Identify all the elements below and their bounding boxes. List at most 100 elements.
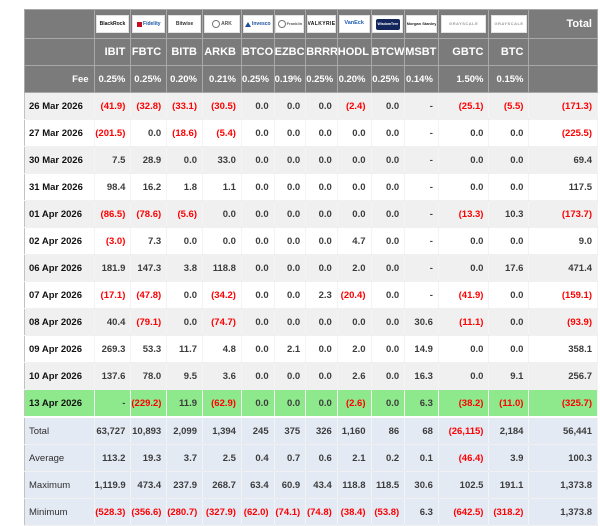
value-cell: 118.8 [337,471,372,499]
wisdomtree-logo-text: WisdomTree [377,22,399,26]
value-cell: 4.7 [337,227,372,255]
date-row: 01 Apr 2026 (86.5) (78.6) (5.6) 0.0 0.0 0.0 0.0… [24,200,598,228]
value-cell: (34.2) [202,281,242,309]
value-cell: 0.0 [166,146,203,174]
ticker-cell: IBIT [93,38,132,66]
value-cell: 0.0 [371,146,406,174]
value-cell: 0.0 [130,119,168,147]
invesco-logo: Invesco [242,15,273,33]
date-row: 08 Apr 2026 40.4 (79.1) 0.0 (74.7) 0.0 0.0 0.0 0… [24,308,598,336]
row-total-cell: 9.0 [528,227,598,255]
value-cell: 3.6 [202,362,242,390]
value-cell: - [404,281,439,309]
value-cell: 2.0 [337,335,372,363]
value-cell: (38.4) [337,498,372,526]
value-cell: 245 [241,416,275,445]
row-total-cell: 56,441 [528,416,598,445]
value-cell: 0.0 [274,227,307,255]
value-cell: 326 [305,416,338,445]
value-cell: 0.0 [166,227,203,255]
date-cell: 30 Mar 2026 [24,146,95,174]
value-cell: (18.6) [166,119,203,147]
ark-logo-text: ARK [221,20,232,27]
value-cell: 0.0 [438,362,490,390]
value-cell: 0.6 [305,444,338,472]
value-cell: (318.2) [488,498,530,526]
row-total-cell: (171.3) [528,92,598,120]
value-cell: 16.3 [404,362,439,390]
value-cell: 2,184 [488,416,530,445]
value-cell: 40.4 [94,308,132,336]
value-cell: 0.0 [438,119,490,147]
morganstanley-logo-text: Morgan Stanley [406,21,437,26]
summary-row: Minimum (528.3) (356.6) (280.7) (327.9) (62.0… [24,498,598,526]
value-cell: 0.0 [202,200,242,228]
value-cell: 4.8 [202,335,242,363]
value-cell: 0.0 [305,173,338,201]
value-cell: 0.0 [241,281,275,309]
value-cell: 181.9 [94,254,132,282]
value-cell: 0.0 [274,146,307,174]
value-cell: 0.0 [337,146,372,174]
value-cell: 10.3 [488,200,530,228]
value-cell: 0.0 [241,200,275,228]
value-cell: 1.8 [166,173,203,201]
value-cell: 0.0 [488,119,530,147]
row-total-cell: (93.9) [528,308,598,336]
provider-logo-cell: GRAYSCALE [437,9,490,39]
date-row: 07 Apr 2026 (17.1) (47.8) 0.0 (34.2) 0.0 0.0 2.… [24,281,598,309]
value-cell: 2.0 [337,254,372,282]
value-cell: 0.0 [371,362,406,390]
bitcoin-etf-flow-table: BlackRock Fidelity Bitwise ARK Invesco Frankl… [24,9,598,526]
summary-row: Total 63,727 10,893 2,099 1,394 245 375 326 1,16… [24,416,598,445]
value-cell: 0.0 [371,281,406,309]
blackrock-logo: BlackRock [95,15,130,33]
date-cell: 07 Apr 2026 [24,281,95,309]
value-cell: 9.5 [166,362,203,390]
value-cell: 0.0 [305,362,338,390]
value-cell: 3.7 [166,444,203,472]
value-cell: (38.2) [438,389,490,418]
value-cell: (201.5) [94,119,132,147]
value-cell: 0.0 [274,362,307,390]
highlighted-date-row: 13 Apr 2026- (229.2) 11.9 (62.9) 0.0 0.0 0.0 (2… [24,389,598,418]
value-cell: 473.4 [130,471,168,499]
value-cell: 0.0 [305,254,338,282]
value-cell: 30.6 [404,471,439,499]
value-cell: 0.0 [438,173,490,201]
value-cell: 63,727 [94,416,132,445]
value-cell: 102.5 [438,471,490,499]
value-cell: (74.1) [274,498,307,526]
row-label-cell: Maximum [24,471,95,499]
total-header-cell: Total [528,9,598,39]
grayscale-logo: GRAYSCALE [440,15,487,33]
value-cell: 0.0 [274,200,307,228]
date-row: 09 Apr 2026 269.3 53.3 11.7 4.8 0.0 2.1 0.0 2.0 0… [24,335,598,363]
value-cell: 0.0 [166,308,203,336]
value-cell: 98.4 [94,173,132,201]
value-cell: 118.8 [202,254,242,282]
value-cell: 0.0 [202,227,242,255]
value-cell: 0.0 [438,146,490,174]
value-cell: - [404,227,439,255]
provider-logo-cell: Franklin [273,9,307,39]
fee-cell: 0.25% [130,65,168,93]
value-cell: 30.6 [404,308,439,336]
value-cell: 6.3 [404,498,439,526]
value-cell: 2.5 [202,444,242,472]
bitwise-logo-text: Bitwise [175,20,194,27]
value-cell: 10,893 [130,416,168,445]
value-cell: 0.0 [241,389,275,418]
date-row: 02 Apr 2026 (3.0) 7.3 0.0 0.0 0.0 0.0 0.0 4.7 0.0… [24,227,598,255]
value-cell: 0.0 [305,308,338,336]
value-cell: 0.0 [241,362,275,390]
value-cell: 0.0 [371,92,406,120]
value-cell: (53.8) [371,498,406,526]
value-cell: 0.0 [241,335,275,363]
value-cell: - [94,389,132,418]
value-cell: 0.0 [274,308,307,336]
fidelity-logo: Fidelity [132,15,166,33]
grayscale-logo: GRAYSCALE [490,15,528,33]
ticker-cell: BRRR [305,38,338,66]
provider-logo-cell: BlackRock [93,9,132,39]
